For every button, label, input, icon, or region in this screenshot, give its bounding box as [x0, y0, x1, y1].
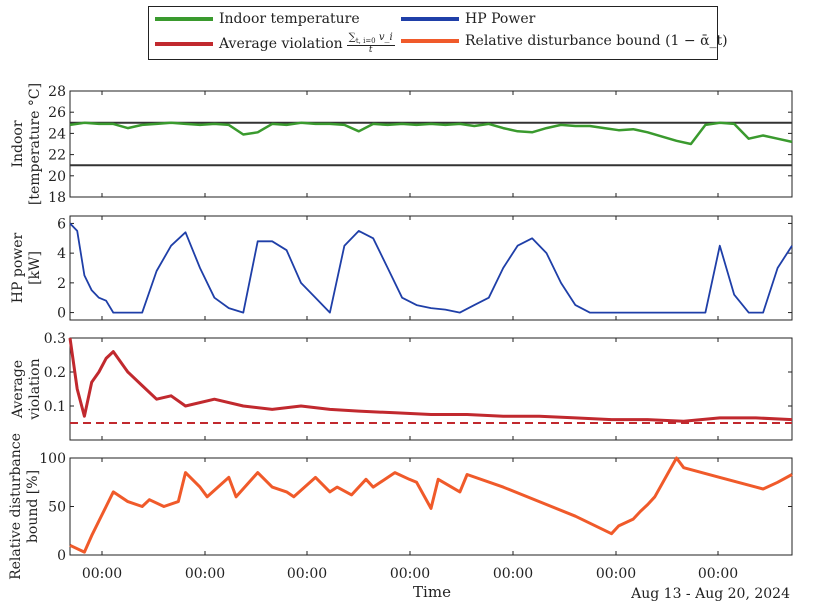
- ylabel-line-disturbance: bound [%]: [25, 470, 41, 543]
- ylabel-line-disturbance: Relative disturbance: [8, 433, 24, 580]
- axes-frame-hp-power: [69, 215, 793, 321]
- xtick-label: 00:00: [596, 566, 636, 582]
- xtick-label: 00:00: [82, 566, 122, 582]
- legend-swatch-disturbance: [401, 39, 459, 43]
- series-line-indoor: [69, 121, 793, 146]
- legend-label-violation: Average violation: [219, 36, 343, 53]
- legend: Indoor temperature HP Power Average viol…: [148, 6, 728, 60]
- legend-item-indoor: Indoor temperature: [155, 11, 360, 27]
- series-line-disturbance: [69, 456, 793, 554]
- ylabel-line-hp-power: HP power: [10, 232, 26, 303]
- ytick-label-hp-power: 2: [57, 276, 66, 292]
- ylabel-disturbance: Relative disturbance bound [%]: [8, 433, 41, 580]
- ylabel-line-indoor: [temperature °C]: [27, 83, 43, 205]
- axes-frame-indoor: [69, 90, 793, 198]
- legend-item-disturbance: Relative disturbance bound (1 − ᾱ_t): [401, 33, 728, 49]
- ytick-label-indoor: 22: [48, 148, 66, 164]
- series-line-hp-power: [69, 222, 793, 314]
- legend-label-indoor: Indoor temperature: [219, 11, 360, 27]
- ytick-label-indoor: 24: [48, 126, 66, 142]
- ytick-label-indoor: 28: [48, 84, 66, 100]
- ytick-label-disturbance: 0: [57, 548, 66, 564]
- xlabel: Time: [413, 583, 451, 601]
- ytick-label-disturbance: 100: [39, 451, 66, 467]
- ytick-label-hp-power: 4: [57, 246, 66, 262]
- xtick-label: 00:00: [698, 566, 738, 582]
- xtick-label: 00:00: [390, 566, 430, 582]
- ylabel-hp-power: HP power [kW]: [10, 232, 43, 303]
- ytick-label-violation: 0.3: [44, 331, 66, 347]
- series-line-violation: [68, 337, 793, 423]
- ytick-label-violation: 0.1: [44, 399, 66, 415]
- violation-fraction: ∑t, i=0 v_i t: [346, 32, 395, 56]
- legend-swatch-violation: [155, 42, 213, 47]
- xtick-label: 00:00: [287, 566, 327, 582]
- ytick-label-hp-power: 6: [57, 216, 66, 232]
- ytick-label-indoor: 18: [48, 190, 66, 206]
- ytick-label-hp-power: 0: [57, 306, 66, 322]
- legend-label-disturbance: Relative disturbance bound (1 − ᾱ_t): [465, 33, 728, 49]
- ylabel-violation: Average violation: [10, 358, 43, 420]
- ytick-label-indoor: 20: [48, 169, 66, 185]
- fraction-numerator: ∑t, i=0 v_i: [346, 32, 395, 47]
- ylabel-line-violation: violation: [27, 358, 43, 420]
- legend-label-hp: HP Power: [465, 11, 536, 27]
- ytick-label-disturbance: 50: [48, 500, 66, 516]
- ytick-label-indoor: 26: [48, 105, 66, 121]
- legend-item-hp: HP Power: [401, 11, 535, 27]
- date-range-label: Aug 13 - Aug 20, 2024: [630, 586, 790, 602]
- legend-swatch-indoor: [155, 17, 213, 21]
- ytick-label-violation: 0.2: [44, 365, 66, 381]
- xtick-label: 00:00: [493, 566, 533, 582]
- ylabel-indoor: Indoor [temperature °C]: [10, 83, 43, 205]
- ylabel-line-indoor: Indoor: [10, 120, 26, 167]
- legend-swatch-hp: [401, 17, 459, 21]
- ylabel-line-hp-power: [kW]: [27, 251, 43, 285]
- axes-frame-violation: [69, 337, 793, 441]
- legend-item-violation: Average violation ∑t, i=0 v_i t: [155, 32, 395, 56]
- xtick-label: 00:00: [185, 566, 225, 582]
- ylabel-line-violation: Average: [10, 360, 26, 419]
- fraction-denominator: t: [368, 45, 373, 56]
